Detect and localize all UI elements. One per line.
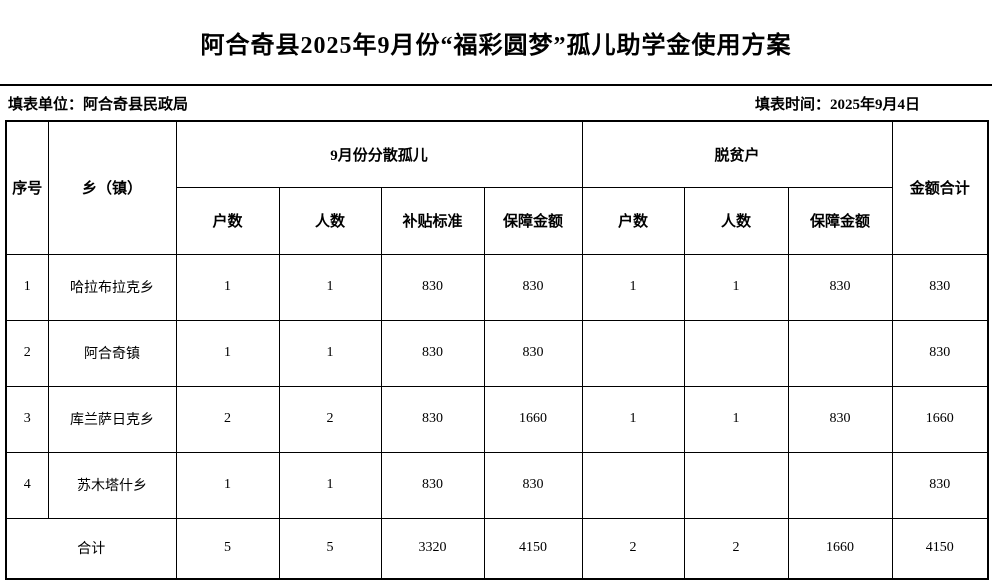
cell-total-g1-people: 5	[278, 517, 382, 580]
cell-serial: 2	[5, 319, 49, 387]
header-row-sub: 户数 人数 补贴标准 保障金额 户数 人数 保障金额	[6, 186, 988, 255]
cell-g2-households	[581, 451, 685, 519]
cell-row-total: 830	[891, 451, 989, 519]
cell-g1-people: 2	[278, 385, 382, 453]
cell-g2-people: 1	[683, 385, 789, 453]
cell-g1-amount: 1660	[483, 385, 583, 453]
header-row-groups: 序号 乡（镇） 9月份分散孤儿 脱贫户 金额合计	[5, 120, 989, 255]
cell-g1-people: 1	[278, 253, 382, 321]
cell-total-g1-standard: 3320	[380, 517, 485, 580]
table-total-row: 合计 5 5 3320 4150 2 2 1660 4150	[5, 517, 989, 580]
cell-g1-households: 1	[175, 319, 280, 387]
cell-serial: 3	[5, 385, 49, 453]
header-total-amount: 金额合计	[891, 120, 989, 255]
cell-total-label: 合计	[5, 517, 177, 580]
cell-g2-people	[683, 451, 789, 519]
subheader-g1-guarantee-amount: 保障金额	[483, 186, 583, 255]
subheader-g1-subsidy-standard: 补贴标准	[380, 186, 485, 255]
header-group-poverty-households: 脱贫户	[581, 120, 893, 188]
cell-g1-standard: 830	[380, 385, 485, 453]
cell-township: 苏木塔什乡	[47, 451, 177, 519]
table-row: 3 库兰萨日克乡 2 2 830 1660 1 1 830 1660	[5, 385, 989, 453]
subheader-g1-people: 人数	[278, 186, 382, 255]
table-row: 2 阿合奇镇 1 1 830 830 830	[5, 319, 989, 387]
cell-row-total: 830	[891, 319, 989, 387]
cell-g1-households: 1	[175, 253, 280, 321]
cell-g2-people	[683, 319, 789, 387]
cell-g1-households: 1	[175, 451, 280, 519]
cell-g1-people: 1	[278, 451, 382, 519]
page-title: 阿合奇县2025年9月份“福彩圆梦”孤儿助学金使用方案	[200, 32, 792, 59]
header-township: 乡（镇）	[47, 120, 177, 255]
cell-g2-people: 1	[683, 253, 789, 321]
cell-g2-amount: 830	[787, 253, 893, 321]
cell-g1-amount: 830	[483, 319, 583, 387]
cell-total-g1-households: 5	[175, 517, 280, 580]
header-serial: 序号	[5, 120, 49, 255]
cell-g2-households	[581, 319, 685, 387]
cell-township: 库兰萨日克乡	[47, 385, 177, 453]
form-unit-label: 填表单位：阿合奇县民政局	[8, 96, 189, 113]
cell-g2-amount	[787, 451, 893, 519]
cell-row-total: 1660	[891, 385, 989, 453]
cell-g1-amount: 830	[483, 253, 583, 321]
cell-g1-standard: 830	[380, 451, 485, 519]
cell-g2-households: 1	[581, 385, 685, 453]
cell-township: 阿合奇镇	[47, 319, 177, 387]
cell-total-g1-amount: 4150	[483, 517, 583, 580]
table-row: 1 哈拉布拉克乡 1 1 830 830 1 1 830 830	[5, 253, 989, 321]
subheader-g1-households: 户数	[175, 186, 280, 255]
cell-total-g2-households: 2	[581, 517, 685, 580]
cell-serial: 4	[5, 451, 49, 519]
cell-g2-amount	[787, 319, 893, 387]
cell-total-g2-people: 2	[683, 517, 789, 580]
cell-township: 哈拉布拉克乡	[47, 253, 177, 321]
header-group-scattered-orphans: 9月份分散孤儿	[175, 120, 583, 188]
title-area: 阿合奇县2025年9月份“福彩圆梦”孤儿助学金使用方案	[0, 0, 992, 86]
cell-total-g2-amount: 1660	[787, 517, 893, 580]
subheader-g2-households: 户数	[581, 186, 685, 255]
cell-g1-standard: 830	[380, 253, 485, 321]
cell-g2-households: 1	[581, 253, 685, 321]
cell-g1-people: 1	[278, 319, 382, 387]
subheader-g2-people: 人数	[683, 186, 789, 255]
cell-row-total: 830	[891, 253, 989, 321]
cell-g1-households: 2	[175, 385, 280, 453]
subheader-g2-guarantee-amount: 保障金额	[787, 186, 893, 255]
cell-serial: 1	[5, 253, 49, 321]
meta-row: 填表单位：阿合奇县民政局 填表时间：2025年9月4日	[0, 86, 992, 120]
cell-total-grand: 4150	[891, 517, 989, 580]
aid-fund-table: 序号 乡（镇） 9月份分散孤儿 脱贫户 金额合计 户数 人数 补贴标准 保障金额…	[5, 120, 990, 580]
cell-g1-standard: 830	[380, 319, 485, 387]
cell-g1-amount: 830	[483, 451, 583, 519]
table-row: 4 苏木塔什乡 1 1 830 830 830	[5, 451, 989, 519]
cell-g2-amount: 830	[787, 385, 893, 453]
form-date-label: 填表时间：2025年9月4日	[754, 96, 920, 113]
